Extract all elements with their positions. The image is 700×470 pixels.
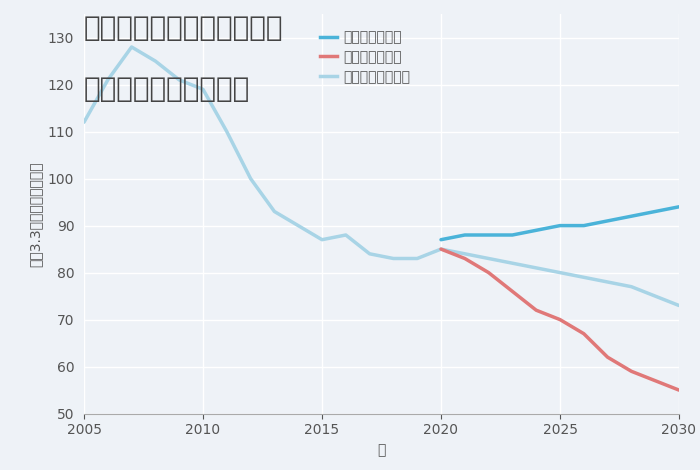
バッドシナリオ bbox=[627, 368, 636, 374]
ノーマルシナリオ bbox=[627, 284, 636, 290]
ノーマルシナリオ bbox=[413, 256, 421, 261]
ノーマルシナリオ bbox=[556, 270, 564, 275]
バッドシナリオ bbox=[437, 246, 445, 252]
ノーマルシナリオ bbox=[246, 176, 255, 181]
ノーマルシナリオ bbox=[104, 77, 112, 83]
グッドシナリオ bbox=[651, 209, 659, 214]
バッドシナリオ bbox=[532, 307, 540, 313]
ノーマルシナリオ bbox=[270, 209, 279, 214]
グッドシナリオ bbox=[675, 204, 683, 210]
ノーマルシナリオ bbox=[127, 44, 136, 50]
ノーマルシナリオ bbox=[461, 251, 469, 257]
グッドシナリオ bbox=[556, 223, 564, 228]
ノーマルシナリオ bbox=[318, 237, 326, 243]
グッドシナリオ bbox=[508, 232, 517, 238]
バッドシナリオ bbox=[484, 270, 493, 275]
Legend: グッドシナリオ, バッドシナリオ, ノーマルシナリオ: グッドシナリオ, バッドシナリオ, ノーマルシナリオ bbox=[314, 25, 416, 89]
ノーマルシナリオ bbox=[223, 129, 231, 134]
バッドシナリオ bbox=[675, 387, 683, 393]
ノーマルシナリオ bbox=[484, 256, 493, 261]
グッドシナリオ bbox=[532, 227, 540, 233]
Line: バッドシナリオ: バッドシナリオ bbox=[441, 249, 679, 390]
グッドシナリオ bbox=[603, 218, 612, 224]
ノーマルシナリオ bbox=[365, 251, 374, 257]
Line: グッドシナリオ: グッドシナリオ bbox=[441, 207, 679, 240]
バッドシナリオ bbox=[461, 256, 469, 261]
グッドシナリオ bbox=[484, 232, 493, 238]
ノーマルシナリオ bbox=[580, 274, 588, 280]
Text: 中古戸建ての価格推移: 中古戸建ての価格推移 bbox=[84, 75, 251, 103]
ノーマルシナリオ bbox=[603, 279, 612, 285]
ノーマルシナリオ bbox=[151, 58, 160, 64]
ノーマルシナリオ bbox=[175, 77, 183, 83]
Line: ノーマルシナリオ: ノーマルシナリオ bbox=[84, 47, 679, 306]
バッドシナリオ bbox=[508, 289, 517, 294]
グッドシナリオ bbox=[437, 237, 445, 243]
ノーマルシナリオ bbox=[437, 246, 445, 252]
バッドシナリオ bbox=[651, 378, 659, 384]
ノーマルシナリオ bbox=[342, 232, 350, 238]
グッドシナリオ bbox=[461, 232, 469, 238]
バッドシナリオ bbox=[603, 354, 612, 360]
ノーマルシナリオ bbox=[675, 303, 683, 308]
グッドシナリオ bbox=[580, 223, 588, 228]
グッドシナリオ bbox=[627, 213, 636, 219]
ノーマルシナリオ bbox=[389, 256, 398, 261]
X-axis label: 年: 年 bbox=[377, 443, 386, 457]
ノーマルシナリオ bbox=[80, 119, 88, 125]
Text: 兵庫県豊岡市日高町羽尻の: 兵庫県豊岡市日高町羽尻の bbox=[84, 14, 284, 42]
ノーマルシナリオ bbox=[651, 293, 659, 299]
バッドシナリオ bbox=[556, 317, 564, 322]
Y-axis label: 坪（3.3㎡）単価（万円）: 坪（3.3㎡）単価（万円） bbox=[28, 161, 42, 266]
バッドシナリオ bbox=[580, 331, 588, 337]
ノーマルシナリオ bbox=[199, 86, 207, 92]
ノーマルシナリオ bbox=[294, 223, 302, 228]
ノーマルシナリオ bbox=[508, 260, 517, 266]
ノーマルシナリオ bbox=[532, 265, 540, 271]
